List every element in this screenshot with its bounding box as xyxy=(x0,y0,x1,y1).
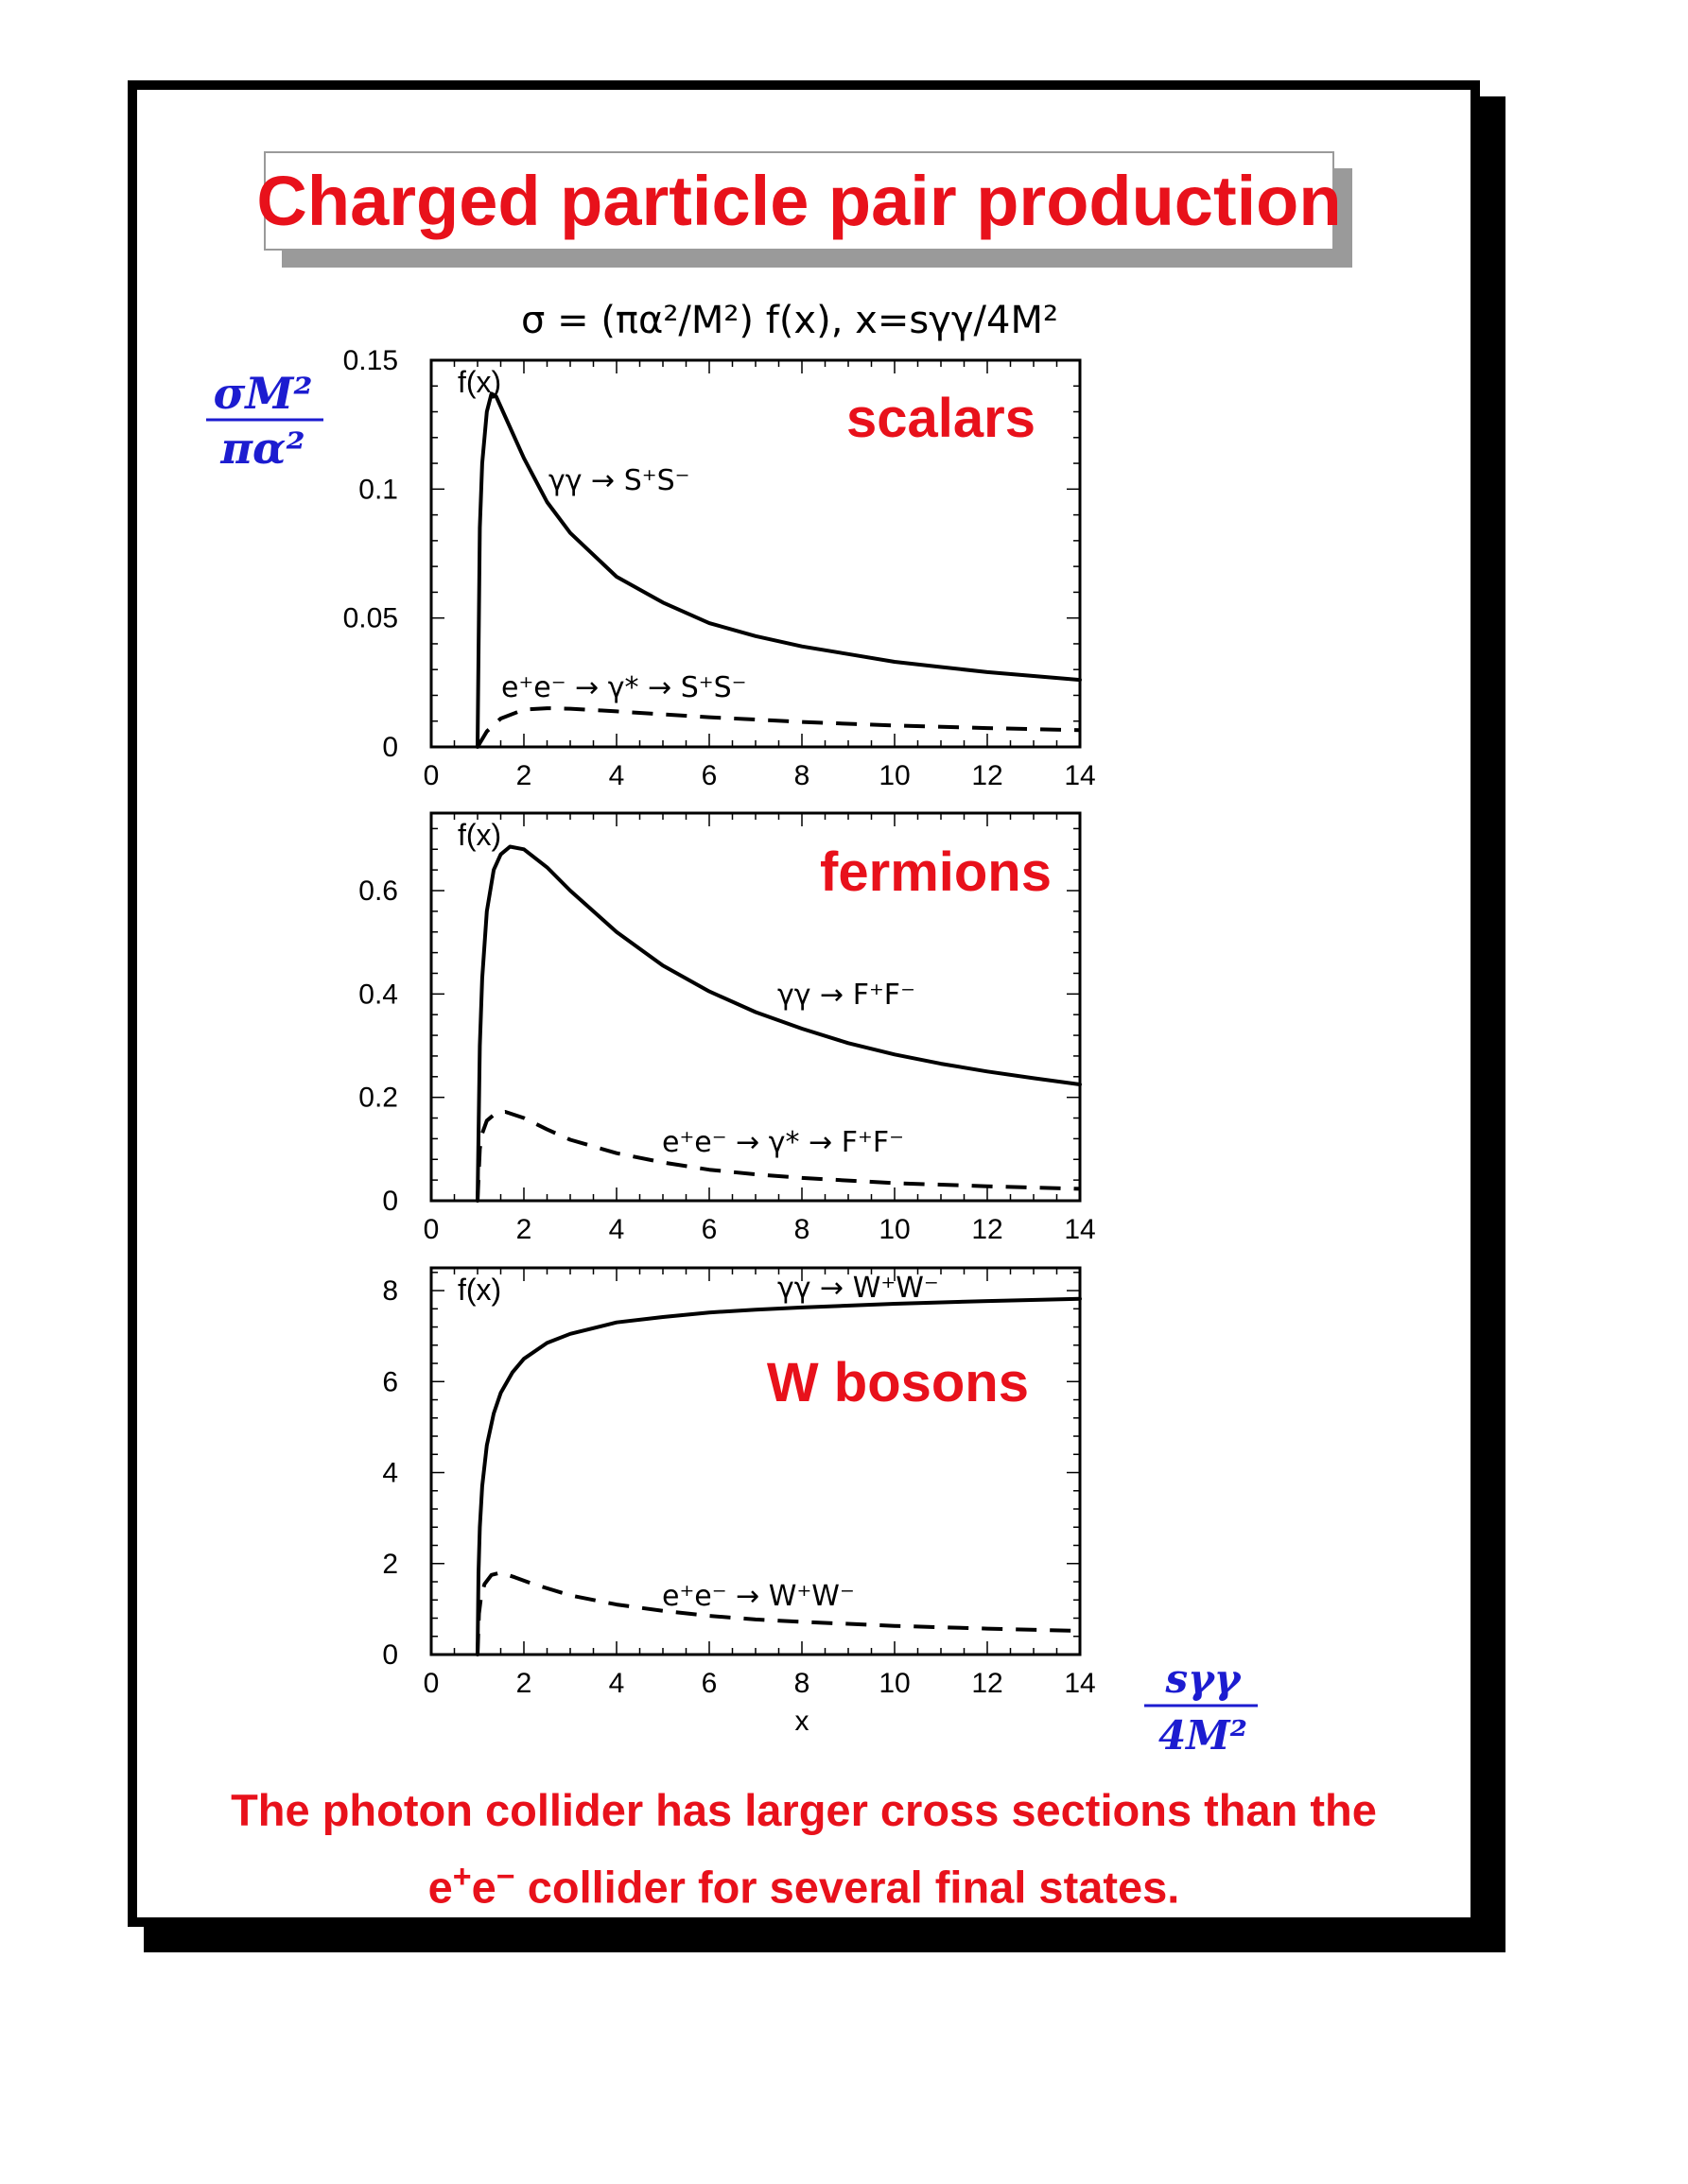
x-tick-label: 6 xyxy=(702,760,718,791)
x-tick-label: 10 xyxy=(879,1668,910,1699)
chart-panel-3: 0 2 4 6 8 10 12 14 0 2 4 6 8 f(x) x γγ → W⁺W⁻ e⁺e⁻ → W⁺W… xyxy=(382,1266,1096,1737)
y-tick-label: 0 xyxy=(382,1639,398,1671)
chart-panels: 0 2 4 6 8 10 12 14 0 0.05 0.1 0.15 f(x) γγ → S⁺S⁻ e⁺e⁻… xyxy=(343,345,1096,1737)
panel-label: scalars xyxy=(846,388,1035,449)
caption-line-1: The photon collider has larger cross sec… xyxy=(231,1785,1377,1835)
caption-particle-2: e xyxy=(471,1862,496,1913)
chart-panel-2: 0 2 4 6 8 10 12 14 0 0.2 0.4 0.6 f(x) γγ → F⁺F⁻ e⁺e⁻ →… xyxy=(358,811,1096,1245)
x-label: x xyxy=(795,1706,809,1737)
x-axis-label-numerator: sγγ xyxy=(1164,1655,1242,1702)
panel-label: W bosons xyxy=(767,1352,1029,1413)
y-label: f(x) xyxy=(458,1273,501,1307)
x-tick-label: 14 xyxy=(1064,1214,1095,1245)
caption-rest: collider for several final states. xyxy=(527,1862,1180,1913)
ee-series-label: e⁺e⁻ → γ* → S⁺S⁻ xyxy=(501,671,747,704)
caption-minus: − xyxy=(496,1859,515,1895)
y-axis-label-denominator: πα² xyxy=(219,423,305,474)
y-label: f(x) xyxy=(458,818,501,852)
gamma-gamma-curve xyxy=(476,1296,1082,1656)
caption-particle: e xyxy=(427,1862,453,1913)
x-tick-label: 2 xyxy=(516,1668,532,1699)
ee-series-label: e⁺e⁻ → W⁺W⁻ xyxy=(662,1580,855,1613)
gamma-gamma-curve xyxy=(476,391,1082,749)
y-tick-label: 0.4 xyxy=(358,979,398,1010)
ee-curve xyxy=(476,706,1081,749)
formula: σ = (πα²/M²) f(x), x=sγγ/4M² xyxy=(521,299,1058,342)
x-tick-label: 14 xyxy=(1064,1668,1095,1699)
y-tick-label: 0.6 xyxy=(358,875,398,907)
x-tick-label: 4 xyxy=(609,1214,625,1245)
x-tick-label: 4 xyxy=(609,760,625,791)
caption: The photon collider has larger cross sec… xyxy=(128,1777,1480,1921)
y-tick-label: 8 xyxy=(382,1275,398,1307)
y-tick-label: 2 xyxy=(382,1549,398,1580)
panel-label: fermions xyxy=(820,841,1052,903)
gamma-gamma-series-label: γγ → W⁺W⁻ xyxy=(777,1272,939,1305)
y-axis-label-numerator: σM² xyxy=(214,368,313,419)
page-title: Charged particle pair production xyxy=(256,151,1342,251)
x-tick-label: 8 xyxy=(794,760,810,791)
y-tick-label: 0.15 xyxy=(343,345,398,376)
x-axis-label-denominator: 4M² xyxy=(1158,1712,1247,1759)
y-tick-label: 0.2 xyxy=(358,1083,398,1114)
x-tick-label: 10 xyxy=(879,1214,910,1245)
x-tick-label: 6 xyxy=(702,1214,718,1245)
x-axis-label: sγγ 4M² xyxy=(1144,1655,1258,1759)
gamma-gamma-series-label: γγ → S⁺S⁻ xyxy=(548,464,689,497)
x-tick-label: 0 xyxy=(424,1668,440,1699)
x-tick-label: 0 xyxy=(424,760,440,791)
x-tick-label: 0 xyxy=(424,1214,440,1245)
x-tick-label: 12 xyxy=(971,760,1002,791)
ee-curve xyxy=(476,1110,1081,1202)
y-tick-label: 0 xyxy=(382,1186,398,1217)
y-tick-label: 0.05 xyxy=(343,603,398,634)
y-tick-label: 6 xyxy=(382,1366,398,1397)
caption-plus: + xyxy=(452,1859,472,1895)
gamma-gamma-series-label: γγ → F⁺F⁻ xyxy=(777,979,915,1012)
y-tick-label: 0 xyxy=(382,732,398,763)
y-axis-label: σM² πα² xyxy=(206,368,323,474)
x-tick-label: 6 xyxy=(702,1668,718,1699)
x-tick-label: 10 xyxy=(879,760,910,791)
x-tick-label: 8 xyxy=(794,1668,810,1699)
y-tick-label: 4 xyxy=(382,1458,398,1489)
x-tick-label: 2 xyxy=(516,760,532,791)
caption-line-2: e+e− collider for several final states. xyxy=(128,1844,1480,1921)
x-tick-label: 2 xyxy=(516,1214,532,1245)
slide-frame xyxy=(128,80,1480,1927)
x-tick-label: 14 xyxy=(1064,760,1095,791)
gamma-gamma-curve xyxy=(476,844,1082,1203)
x-tick-label: 12 xyxy=(971,1214,1002,1245)
x-tick-label: 4 xyxy=(609,1668,625,1699)
x-tick-label: 12 xyxy=(971,1668,1002,1699)
ee-series-label: e⁺e⁻ → γ* → F⁺F⁻ xyxy=(662,1126,904,1159)
x-tick-label: 8 xyxy=(794,1214,810,1245)
y-tick-label: 0.1 xyxy=(358,474,398,505)
